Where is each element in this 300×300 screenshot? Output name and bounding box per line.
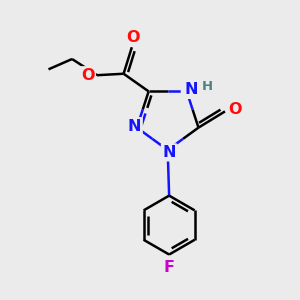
Text: N: N (162, 145, 176, 160)
Text: H: H (202, 80, 213, 93)
Text: O: O (127, 30, 140, 45)
Text: N: N (182, 82, 196, 98)
Text: F: F (164, 260, 175, 275)
Text: N: N (128, 118, 141, 134)
Text: N: N (184, 82, 198, 97)
Text: O: O (81, 68, 94, 83)
Text: O: O (229, 103, 242, 118)
